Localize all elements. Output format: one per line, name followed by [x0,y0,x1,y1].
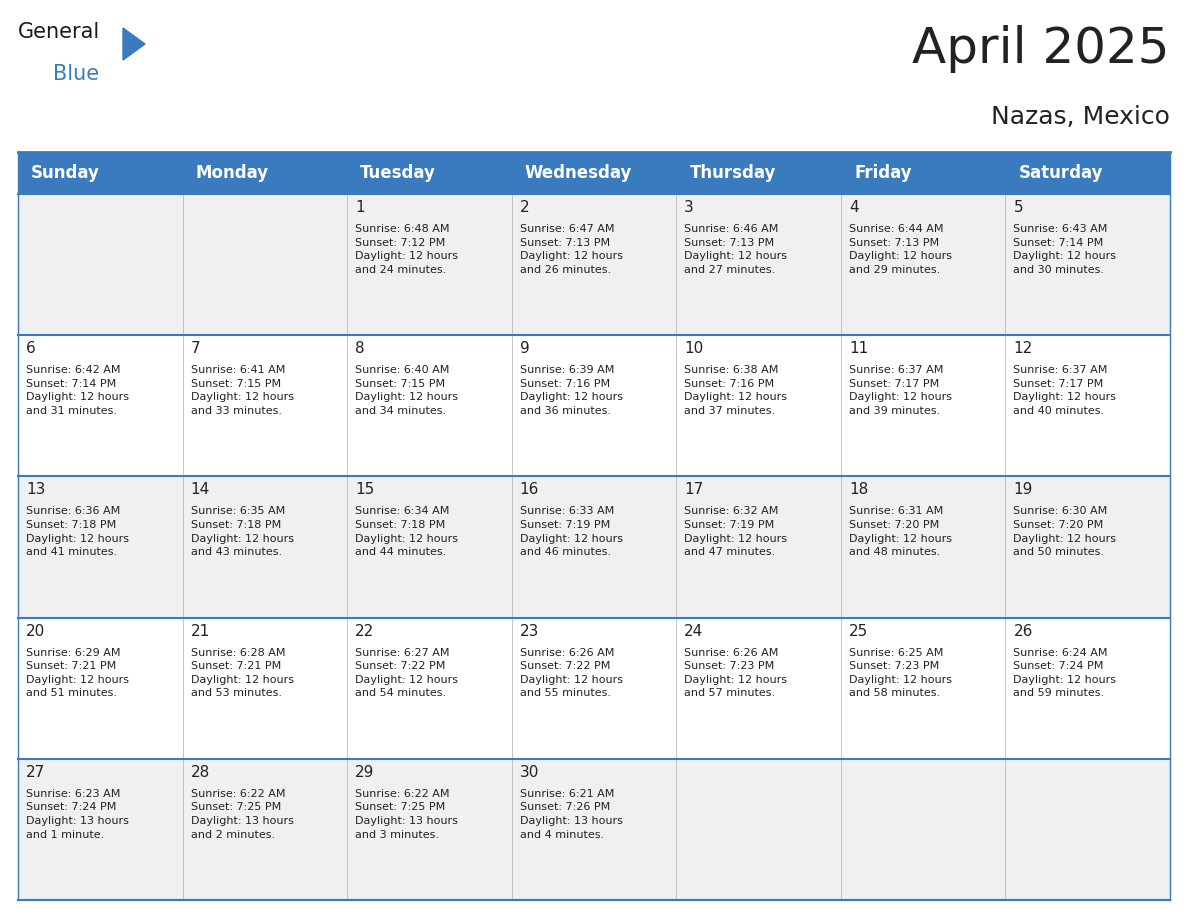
Text: Monday: Monday [196,164,268,182]
Text: 13: 13 [26,482,45,498]
Text: Blue: Blue [53,64,99,84]
Text: Nazas, Mexico: Nazas, Mexico [991,105,1170,129]
Bar [18,152,1170,194]
Text: General: General [18,22,100,42]
Text: Sunrise: 6:28 AM
Sunset: 7:21 PM
Daylight: 12 hours
and 53 minutes.: Sunrise: 6:28 AM Sunset: 7:21 PM Dayligh… [190,647,293,699]
Text: 24: 24 [684,623,703,639]
Text: Sunrise: 6:22 AM
Sunset: 7:25 PM
Daylight: 13 hours
and 2 minutes.: Sunrise: 6:22 AM Sunset: 7:25 PM Dayligh… [190,789,293,840]
Text: 2: 2 [519,200,530,215]
Text: Sunrise: 6:43 AM
Sunset: 7:14 PM
Daylight: 12 hours
and 30 minutes.: Sunrise: 6:43 AM Sunset: 7:14 PM Dayligh… [1013,224,1117,274]
Text: 12: 12 [1013,341,1032,356]
Text: Wednesday: Wednesday [525,164,632,182]
Text: 1: 1 [355,200,365,215]
Text: Sunrise: 6:33 AM
Sunset: 7:19 PM
Daylight: 12 hours
and 46 minutes.: Sunrise: 6:33 AM Sunset: 7:19 PM Dayligh… [519,507,623,557]
Text: 27: 27 [26,765,45,779]
Text: 10: 10 [684,341,703,356]
Text: Sunrise: 6:39 AM
Sunset: 7:16 PM
Daylight: 12 hours
and 36 minutes.: Sunrise: 6:39 AM Sunset: 7:16 PM Dayligh… [519,365,623,416]
Text: 4: 4 [849,200,859,215]
Bar [18,759,1170,900]
Text: Sunrise: 6:32 AM
Sunset: 7:19 PM
Daylight: 12 hours
and 47 minutes.: Sunrise: 6:32 AM Sunset: 7:19 PM Dayligh… [684,507,788,557]
Bar [18,194,1170,335]
Text: 8: 8 [355,341,365,356]
Text: Sunrise: 6:41 AM
Sunset: 7:15 PM
Daylight: 12 hours
and 33 minutes.: Sunrise: 6:41 AM Sunset: 7:15 PM Dayligh… [190,365,293,416]
Text: 26: 26 [1013,623,1032,639]
Text: 5: 5 [1013,200,1023,215]
Text: 11: 11 [849,341,868,356]
Text: 21: 21 [190,623,210,639]
Text: Sunrise: 6:24 AM
Sunset: 7:24 PM
Daylight: 12 hours
and 59 minutes.: Sunrise: 6:24 AM Sunset: 7:24 PM Dayligh… [1013,647,1117,699]
Text: Friday: Friday [854,164,911,182]
Text: 7: 7 [190,341,201,356]
Text: Sunrise: 6:31 AM
Sunset: 7:20 PM
Daylight: 12 hours
and 48 minutes.: Sunrise: 6:31 AM Sunset: 7:20 PM Dayligh… [849,507,952,557]
Text: Sunrise: 6:22 AM
Sunset: 7:25 PM
Daylight: 13 hours
and 3 minutes.: Sunrise: 6:22 AM Sunset: 7:25 PM Dayligh… [355,789,459,840]
Text: Sunrise: 6:30 AM
Sunset: 7:20 PM
Daylight: 12 hours
and 50 minutes.: Sunrise: 6:30 AM Sunset: 7:20 PM Dayligh… [1013,507,1117,557]
Text: 20: 20 [26,623,45,639]
Text: 3: 3 [684,200,694,215]
Text: Sunrise: 6:26 AM
Sunset: 7:22 PM
Daylight: 12 hours
and 55 minutes.: Sunrise: 6:26 AM Sunset: 7:22 PM Dayligh… [519,647,623,699]
Bar [18,335,1170,476]
Text: 9: 9 [519,341,530,356]
Bar [18,476,1170,618]
Text: Thursday: Thursday [689,164,776,182]
Text: Sunrise: 6:36 AM
Sunset: 7:18 PM
Daylight: 12 hours
and 41 minutes.: Sunrise: 6:36 AM Sunset: 7:18 PM Dayligh… [26,507,129,557]
Text: Sunrise: 6:48 AM
Sunset: 7:12 PM
Daylight: 12 hours
and 24 minutes.: Sunrise: 6:48 AM Sunset: 7:12 PM Dayligh… [355,224,459,274]
Text: 14: 14 [190,482,210,498]
Text: 23: 23 [519,623,539,639]
Text: Sunrise: 6:47 AM
Sunset: 7:13 PM
Daylight: 12 hours
and 26 minutes.: Sunrise: 6:47 AM Sunset: 7:13 PM Dayligh… [519,224,623,274]
Text: April 2025: April 2025 [912,25,1170,73]
Text: Sunrise: 6:42 AM
Sunset: 7:14 PM
Daylight: 12 hours
and 31 minutes.: Sunrise: 6:42 AM Sunset: 7:14 PM Dayligh… [26,365,129,416]
Text: Sunrise: 6:21 AM
Sunset: 7:26 PM
Daylight: 13 hours
and 4 minutes.: Sunrise: 6:21 AM Sunset: 7:26 PM Dayligh… [519,789,623,840]
Text: 15: 15 [355,482,374,498]
Polygon shape [124,28,145,60]
Text: Sunrise: 6:46 AM
Sunset: 7:13 PM
Daylight: 12 hours
and 27 minutes.: Sunrise: 6:46 AM Sunset: 7:13 PM Dayligh… [684,224,788,274]
Text: Sunrise: 6:34 AM
Sunset: 7:18 PM
Daylight: 12 hours
and 44 minutes.: Sunrise: 6:34 AM Sunset: 7:18 PM Dayligh… [355,507,459,557]
Text: Sunday: Sunday [31,164,100,182]
Text: 30: 30 [519,765,539,779]
Text: Sunrise: 6:37 AM
Sunset: 7:17 PM
Daylight: 12 hours
and 39 minutes.: Sunrise: 6:37 AM Sunset: 7:17 PM Dayligh… [849,365,952,416]
Bar [18,618,1170,759]
Text: 18: 18 [849,482,868,498]
Text: Sunrise: 6:40 AM
Sunset: 7:15 PM
Daylight: 12 hours
and 34 minutes.: Sunrise: 6:40 AM Sunset: 7:15 PM Dayligh… [355,365,459,416]
Text: Sunrise: 6:23 AM
Sunset: 7:24 PM
Daylight: 13 hours
and 1 minute.: Sunrise: 6:23 AM Sunset: 7:24 PM Dayligh… [26,789,128,840]
Text: Sunrise: 6:37 AM
Sunset: 7:17 PM
Daylight: 12 hours
and 40 minutes.: Sunrise: 6:37 AM Sunset: 7:17 PM Dayligh… [1013,365,1117,416]
Text: Saturday: Saturday [1018,164,1104,182]
Text: Tuesday: Tuesday [360,164,436,182]
Text: Sunrise: 6:25 AM
Sunset: 7:23 PM
Daylight: 12 hours
and 58 minutes.: Sunrise: 6:25 AM Sunset: 7:23 PM Dayligh… [849,647,952,699]
Text: 19: 19 [1013,482,1032,498]
Text: 28: 28 [190,765,210,779]
Text: 22: 22 [355,623,374,639]
Text: Sunrise: 6:27 AM
Sunset: 7:22 PM
Daylight: 12 hours
and 54 minutes.: Sunrise: 6:27 AM Sunset: 7:22 PM Dayligh… [355,647,459,699]
Text: Sunrise: 6:35 AM
Sunset: 7:18 PM
Daylight: 12 hours
and 43 minutes.: Sunrise: 6:35 AM Sunset: 7:18 PM Dayligh… [190,507,293,557]
Text: 29: 29 [355,765,374,779]
Text: 6: 6 [26,341,36,356]
Text: 17: 17 [684,482,703,498]
Text: Sunrise: 6:44 AM
Sunset: 7:13 PM
Daylight: 12 hours
and 29 minutes.: Sunrise: 6:44 AM Sunset: 7:13 PM Dayligh… [849,224,952,274]
Text: Sunrise: 6:38 AM
Sunset: 7:16 PM
Daylight: 12 hours
and 37 minutes.: Sunrise: 6:38 AM Sunset: 7:16 PM Dayligh… [684,365,788,416]
Text: Sunrise: 6:29 AM
Sunset: 7:21 PM
Daylight: 12 hours
and 51 minutes.: Sunrise: 6:29 AM Sunset: 7:21 PM Dayligh… [26,647,129,699]
Text: Sunrise: 6:26 AM
Sunset: 7:23 PM
Daylight: 12 hours
and 57 minutes.: Sunrise: 6:26 AM Sunset: 7:23 PM Dayligh… [684,647,788,699]
Text: 25: 25 [849,623,868,639]
Text: 16: 16 [519,482,539,498]
